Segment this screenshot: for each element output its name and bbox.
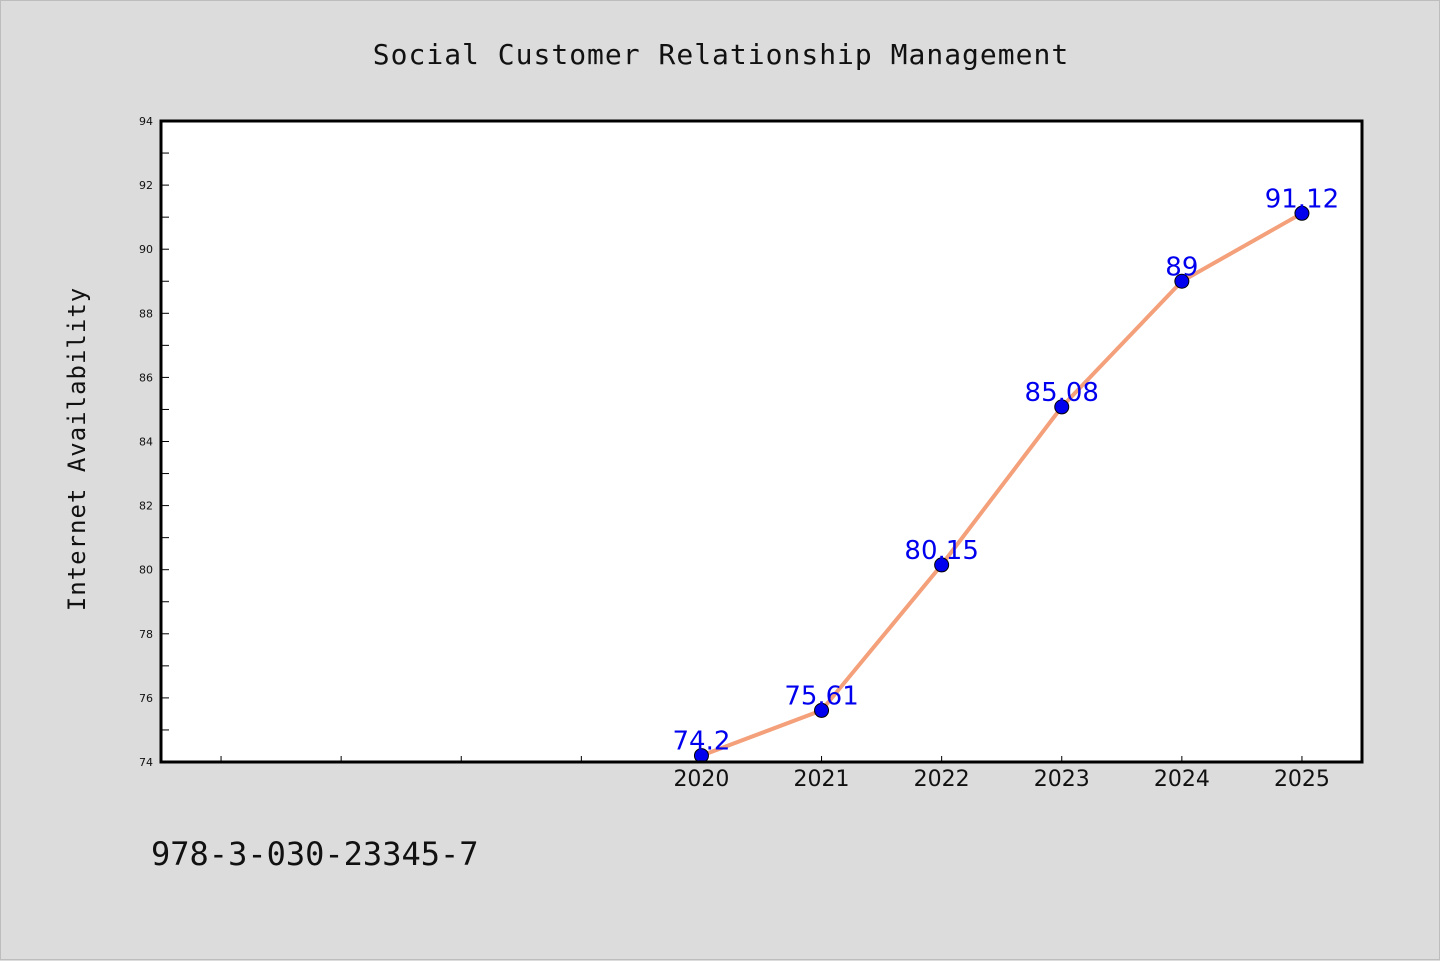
data-point-marker <box>1174 273 1190 289</box>
data-point-marker <box>934 557 950 573</box>
chart-title: Social Customer Relationship Management <box>373 38 1069 71</box>
data-point-label: 80.15 <box>904 536 978 566</box>
y-tick-label: 88 <box>139 307 153 320</box>
x-tick-label: 2023 <box>1034 767 1090 792</box>
data-point-label: 85.08 <box>1025 378 1099 408</box>
y-axis-label: Internet Availability <box>63 287 91 611</box>
x-tick-label: 2022 <box>914 767 970 792</box>
y-tick-label: 92 <box>139 179 153 192</box>
x-tick-label: 2020 <box>673 767 729 792</box>
y-axis: 74 76 78 80 82 84 86 88 90 92 94 <box>139 115 169 769</box>
y-tick-label: 80 <box>139 564 153 577</box>
y-tick-label: 82 <box>139 500 153 513</box>
data-point-marker <box>1294 205 1310 221</box>
y-tick-label: 94 <box>139 115 153 128</box>
data-point-label: 89 <box>1165 252 1198 282</box>
data-series: 74.2 75.61 80.15 85.08 89 91.12 <box>673 184 1339 764</box>
y-tick-label: 76 <box>139 692 153 705</box>
y-tick-label: 90 <box>139 243 153 256</box>
data-point-marker <box>1054 399 1070 415</box>
series-line <box>699 211 1304 758</box>
footer-isbn: 978-3-030-23345-7 <box>151 835 479 873</box>
y-tick-label: 74 <box>139 756 153 769</box>
y-tick-label: 78 <box>139 628 153 641</box>
plot-border <box>159 119 1364 764</box>
y-tick-label: 86 <box>139 371 153 384</box>
data-point-label: 91.12 <box>1265 184 1339 214</box>
plot-area <box>161 121 1362 762</box>
y-tick-label: 84 <box>139 436 153 449</box>
x-tick-label: 2024 <box>1154 767 1210 792</box>
data-point-label: 74.2 <box>673 727 731 757</box>
x-axis: 2020 2021 2022 2023 2024 2025 <box>220 756 1330 792</box>
data-point-label: 75.61 <box>784 681 858 711</box>
x-tick-label: 2021 <box>794 767 850 792</box>
data-point-marker <box>814 702 830 718</box>
x-tick-label: 2025 <box>1274 767 1330 792</box>
